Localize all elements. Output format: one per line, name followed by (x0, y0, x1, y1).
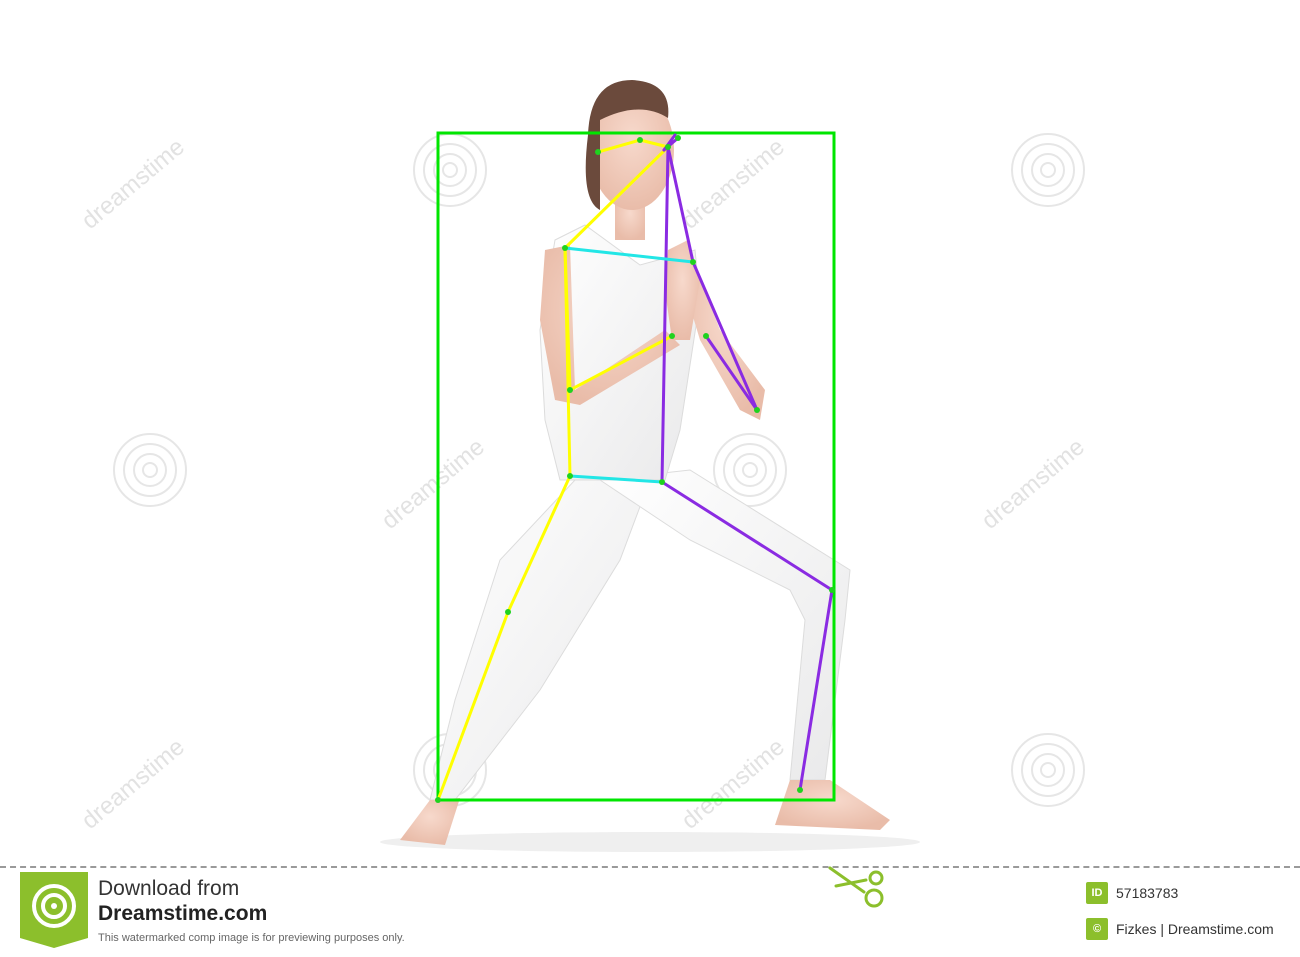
dreamstime-link[interactable]: Dreamstime.com (98, 902, 268, 925)
svg-text:dreamstime: dreamstime (77, 133, 190, 234)
preview-disclaimer: This watermarked comp image is for previ… (98, 932, 405, 944)
image-id-value: 57183783 (1116, 885, 1179, 901)
svg-text:dreamstime: dreamstime (77, 733, 190, 834)
image-id-row: ID 57183783 (1086, 882, 1178, 904)
download-text-block: Download from Dreamstime.com This waterm… (98, 877, 405, 946)
floor-shadow (380, 832, 920, 852)
id-badge-icon: ID (1086, 882, 1108, 904)
svg-text:dreamstime: dreamstime (377, 433, 490, 534)
cut-line (0, 866, 1300, 868)
torso-skeleton (563, 246, 695, 484)
left-limbs-skeleton (436, 138, 674, 802)
download-from-label: Download from (98, 877, 240, 900)
woman-figure (400, 80, 890, 845)
person-bounding-box (436, 131, 836, 802)
keypoints (435, 135, 835, 803)
copyright-icon: © (1086, 918, 1108, 940)
right-limbs-skeleton (660, 133, 834, 792)
photo-scene: dreamstime dreamstime dreamstime dreamst… (77, 80, 1090, 852)
svg-text:dreamstime: dreamstime (977, 433, 1090, 534)
author-credit[interactable]: Fizkes | Dreamstime.com (1116, 921, 1274, 937)
svg-text:dreamstime: dreamstime (677, 733, 790, 834)
dreamstime-footer: Download from Dreamstime.com This waterm… (0, 868, 1300, 957)
svg-text:dreamstime: dreamstime (677, 133, 790, 234)
scissors-icon (828, 866, 884, 908)
author-row: © Fizkes | Dreamstime.com (1086, 918, 1274, 940)
dreamstime-logo-icon[interactable] (20, 872, 88, 948)
